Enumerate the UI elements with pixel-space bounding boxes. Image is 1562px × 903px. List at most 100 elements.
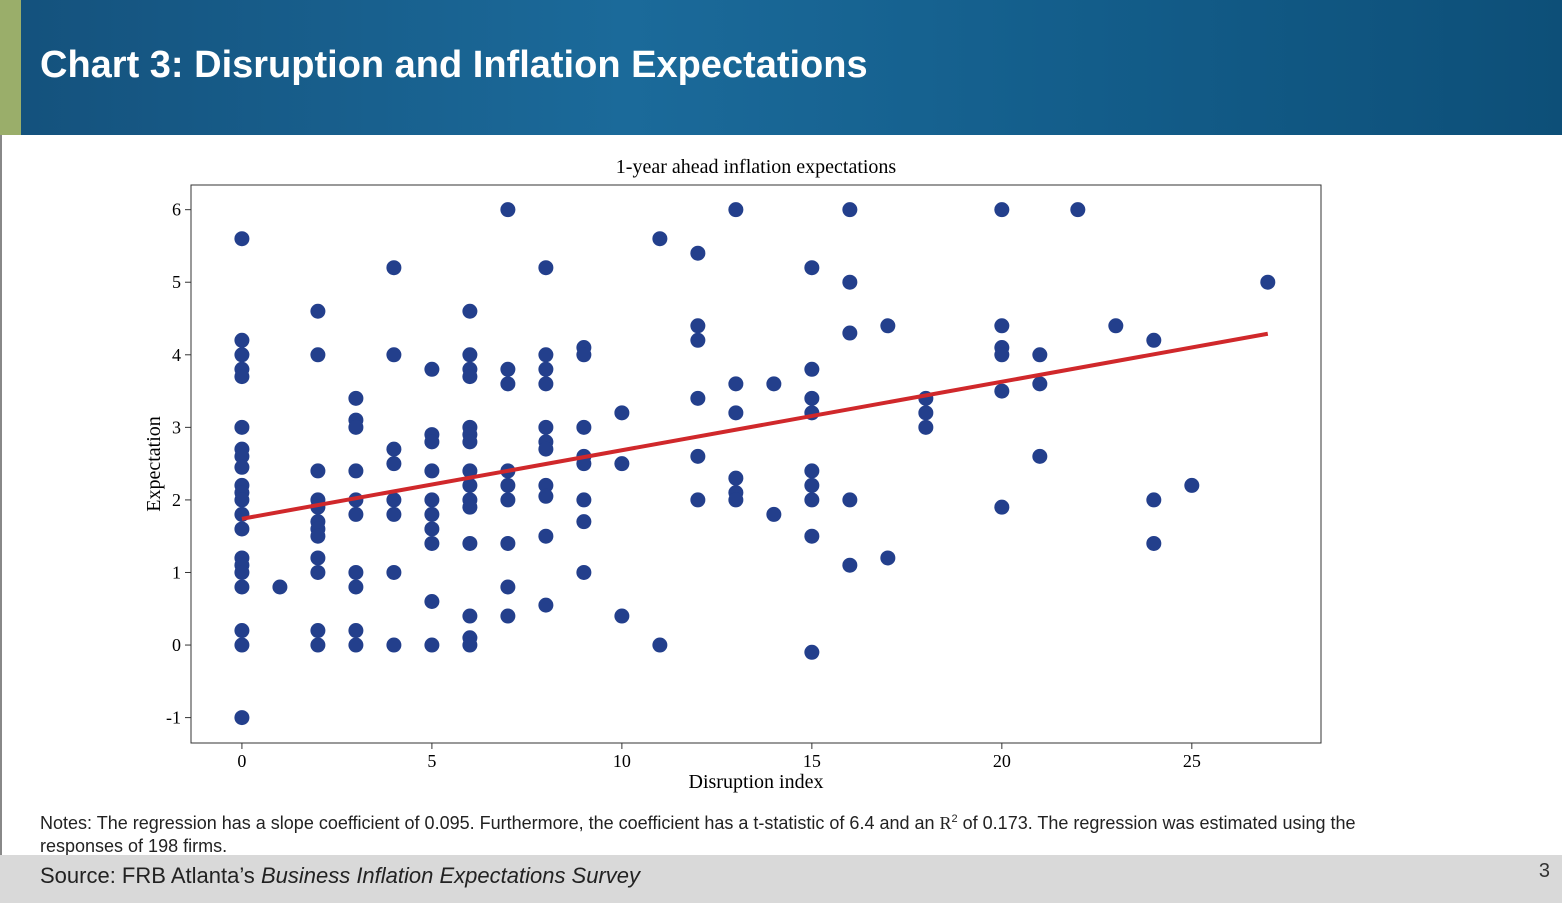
data-point	[500, 535, 516, 551]
data-point	[234, 710, 250, 726]
data-point	[462, 477, 478, 493]
data-point	[690, 492, 706, 508]
data-point	[234, 637, 250, 653]
data-point	[424, 637, 440, 653]
data-point	[842, 557, 858, 573]
data-point	[766, 376, 782, 392]
source-text: Source: FRB Atlanta’s Business Inflation…	[40, 863, 640, 889]
notes-pre: Notes: The regression has a slope coeffi…	[40, 813, 940, 833]
data-point	[880, 550, 896, 566]
data-point	[234, 579, 250, 595]
data-point	[576, 419, 592, 435]
y-tick-label: 1	[172, 562, 181, 582]
data-point	[234, 448, 250, 464]
y-tick-label: -1	[166, 708, 181, 728]
data-point	[804, 477, 820, 493]
data-point	[538, 528, 554, 544]
data-point	[462, 535, 478, 551]
data-point	[1108, 318, 1124, 334]
data-point	[538, 477, 554, 493]
data-point	[500, 477, 516, 493]
data-point	[348, 637, 364, 653]
source-title: Business Inflation Expectations Survey	[260, 863, 641, 888]
data-point	[690, 390, 706, 406]
data-point	[728, 202, 744, 218]
notes-r: R	[939, 813, 952, 833]
data-point	[462, 369, 478, 385]
data-point	[424, 463, 440, 479]
data-point	[690, 448, 706, 464]
data-point	[728, 376, 744, 392]
data-point	[538, 260, 554, 276]
data-point	[728, 492, 744, 508]
x-axis: 0 5 10 15 20 25	[237, 743, 1201, 771]
footer-bar	[0, 855, 1562, 903]
data-point	[842, 274, 858, 290]
data-point	[652, 231, 668, 247]
data-point	[690, 245, 706, 261]
data-point	[348, 579, 364, 595]
data-point	[462, 463, 478, 479]
y-tick-label: 0	[172, 635, 181, 655]
data-point	[386, 260, 402, 276]
data-point	[576, 456, 592, 472]
y-axis-label: Expectation	[143, 416, 165, 512]
data-point	[690, 318, 706, 334]
data-point	[234, 459, 250, 475]
data-point	[310, 564, 326, 580]
y-tick-label: 2	[172, 490, 181, 510]
data-point	[348, 463, 364, 479]
data-point	[538, 419, 554, 435]
data-point	[576, 347, 592, 363]
data-point	[804, 390, 820, 406]
source-prefix: Source: FRB Atlanta’s	[40, 863, 261, 888]
data-point	[842, 202, 858, 218]
data-point	[462, 637, 478, 653]
data-point	[804, 260, 820, 276]
data-point	[994, 318, 1010, 334]
data-point	[424, 506, 440, 522]
data-point	[234, 521, 250, 537]
data-point	[386, 564, 402, 580]
data-point	[462, 303, 478, 319]
data-point	[1032, 347, 1048, 363]
x-tick-label: 5	[427, 751, 436, 771]
data-point	[1146, 332, 1162, 348]
data-point	[386, 347, 402, 363]
data-point	[804, 463, 820, 479]
notes-text: Notes: The regression has a slope coeffi…	[40, 808, 1420, 858]
data-point	[310, 637, 326, 653]
data-point	[462, 608, 478, 624]
y-tick-label: 6	[172, 200, 181, 220]
left-border	[0, 135, 2, 903]
data-point	[1184, 477, 1200, 493]
data-point	[310, 623, 326, 639]
data-point	[538, 361, 554, 377]
y-tick-label: 4	[172, 345, 181, 365]
data-point	[538, 376, 554, 392]
plot-frame	[190, 184, 1322, 744]
data-point	[576, 492, 592, 508]
data-point	[310, 303, 326, 319]
data-point	[310, 550, 326, 566]
accent-strip	[0, 0, 21, 135]
data-point	[880, 318, 896, 334]
data-point	[424, 594, 440, 610]
data-point	[576, 564, 592, 580]
regression-line	[241, 331, 1269, 521]
data-point	[538, 488, 554, 504]
scatter-chart: 1-year ahead inflation expectations 0 5 10…	[143, 156, 1322, 793]
data-points	[234, 202, 1276, 726]
data-point	[1070, 202, 1086, 218]
data-point	[842, 492, 858, 508]
data-point	[348, 390, 364, 406]
x-tick-label: 25	[1183, 751, 1201, 771]
data-point	[348, 564, 364, 580]
data-point	[234, 369, 250, 385]
data-point	[462, 347, 478, 363]
notes-post: of 0.173. The regression was estimated u…	[40, 813, 1356, 856]
data-point	[994, 347, 1010, 363]
data-point	[576, 514, 592, 530]
data-point	[424, 535, 440, 551]
data-point	[766, 506, 782, 522]
